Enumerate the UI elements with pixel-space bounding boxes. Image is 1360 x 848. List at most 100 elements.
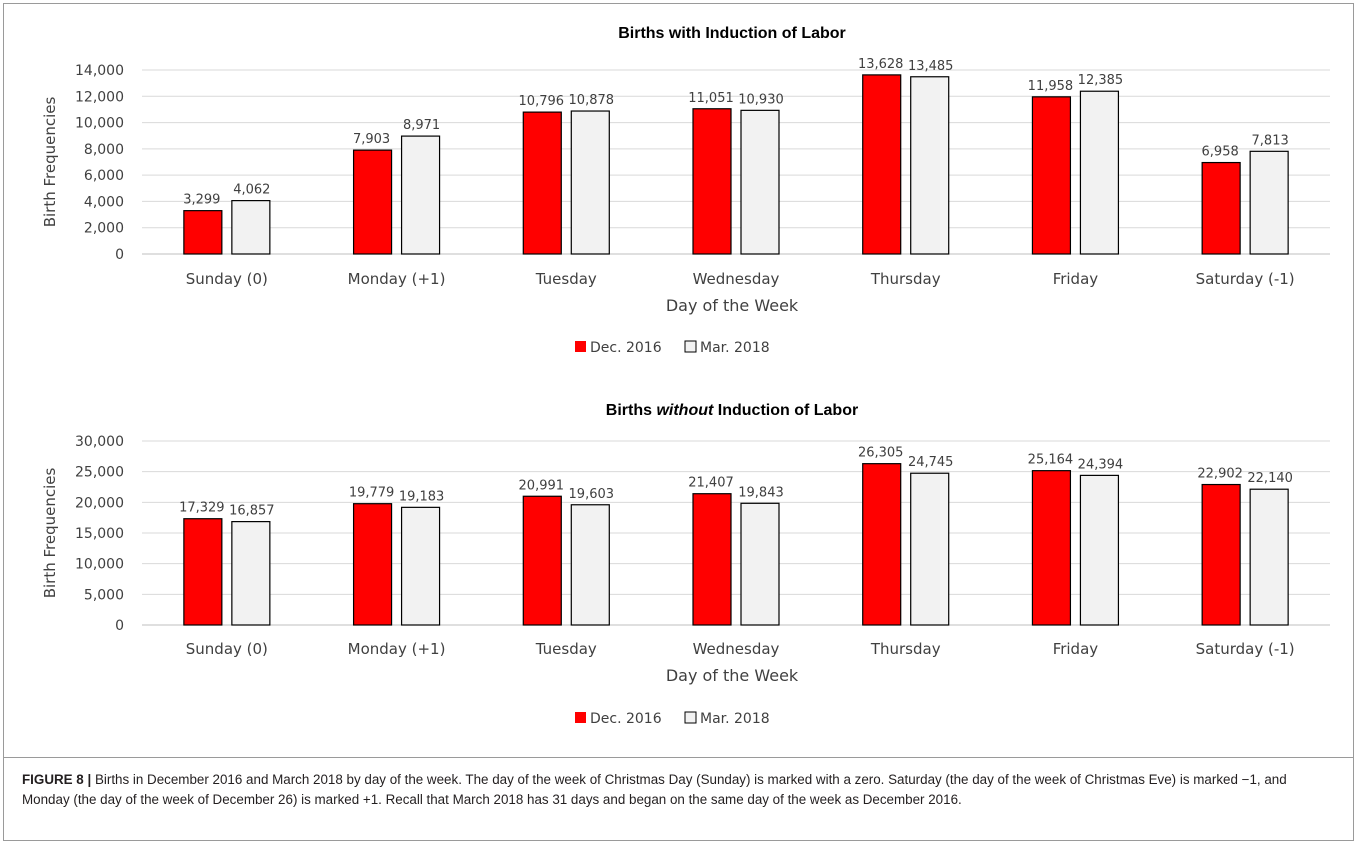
data-label: 22,902 xyxy=(1197,467,1243,482)
bar-dec-2016 xyxy=(692,493,732,626)
y-tick-label: 0 xyxy=(115,618,124,634)
x-tick-label: Wednesday xyxy=(693,640,780,658)
chart-1: Births with Induction of Labor 0 2,000 4,00… xyxy=(41,25,1330,356)
bar-dec-2016 xyxy=(862,74,902,255)
x-tick-label: Sunday (0) xyxy=(186,270,268,288)
bar-mar-2018 xyxy=(1079,474,1120,626)
bar-mar-2018 xyxy=(400,135,441,255)
y-tick-label: 10,000 xyxy=(75,557,124,573)
bar-mar-2018 xyxy=(1249,488,1289,626)
chart-title-part: without xyxy=(656,402,714,419)
data-label: 13,628 xyxy=(858,57,904,72)
data-label: 10,796 xyxy=(519,94,565,109)
data-label: 24,745 xyxy=(908,455,954,470)
x-tick-label: Tuesday xyxy=(535,640,597,658)
figure-frame xyxy=(3,3,1354,841)
x-axis-label: Day of the Week xyxy=(666,296,799,315)
chart-title: Births with Induction of Labor xyxy=(618,25,846,42)
data-label: 20,991 xyxy=(519,478,565,493)
data-label: 12,385 xyxy=(1078,73,1124,88)
y-tick-label: 5,000 xyxy=(84,587,124,603)
y-tick-label: 14,000 xyxy=(75,63,124,79)
bar-dec-2016 xyxy=(522,111,562,255)
data-label: 13,485 xyxy=(908,59,954,74)
chart-title: Births without Induction of Labor xyxy=(606,402,858,419)
bar-mar-2018 xyxy=(1079,90,1120,255)
data-label: 17,329 xyxy=(179,501,225,516)
bar-dec-2016 xyxy=(1031,470,1072,626)
bar-mar-2018 xyxy=(570,504,610,626)
x-tick-label: Saturday (-1) xyxy=(1196,640,1295,658)
y-tick-label: 8,000 xyxy=(84,142,124,158)
x-tick-label: Wednesday xyxy=(693,270,780,288)
data-label: 8,971 xyxy=(403,118,440,133)
figure-charts: Births with Induction of Labor 0 2,000 4,00… xyxy=(41,25,1330,727)
x-tick-label: Thursday xyxy=(870,640,941,658)
y-axis-label: Birth Frequencies xyxy=(41,97,59,228)
legend-swatch xyxy=(684,711,697,724)
bar-mar-2018 xyxy=(400,506,441,626)
data-label: 10,930 xyxy=(738,92,784,107)
figure-caption: FIGURE 8 | Births in December 2016 and M… xyxy=(22,770,1332,810)
legend-label: Dec. 2016 xyxy=(590,340,662,356)
data-label: 24,394 xyxy=(1078,457,1124,472)
x-tick-label: Tuesday xyxy=(535,270,597,288)
bar-mar-2018 xyxy=(910,472,950,626)
data-label: 19,183 xyxy=(399,489,445,504)
data-label: 21,407 xyxy=(688,476,734,491)
chart-2: Births without Induction of Labor 0 5,000 1… xyxy=(41,402,1330,727)
x-tick-label: Sunday (0) xyxy=(186,640,268,658)
x-tick-label: Thursday xyxy=(870,270,941,288)
data-label: 11,958 xyxy=(1028,79,1074,94)
bar-mar-2018 xyxy=(1249,150,1289,255)
legend-label: Mar. 2018 xyxy=(700,711,770,727)
chart-title-part: Births xyxy=(606,402,657,419)
y-tick-label: 4,000 xyxy=(84,194,124,210)
legend-label: Dec. 2016 xyxy=(590,711,662,727)
x-tick-label: Friday xyxy=(1053,270,1099,288)
y-tick-label: 30,000 xyxy=(75,434,124,450)
bar-dec-2016 xyxy=(1031,96,1072,255)
data-label: 26,305 xyxy=(858,446,904,461)
data-label: 6,958 xyxy=(1202,145,1239,160)
bar-mar-2018 xyxy=(740,502,780,626)
y-tick-label: 0 xyxy=(115,247,124,263)
bar-dec-2016 xyxy=(522,495,562,626)
legend-swatch xyxy=(575,341,586,352)
chart-title-part: Births xyxy=(618,25,669,42)
data-label: 3,299 xyxy=(183,193,220,208)
y-tick-label: 12,000 xyxy=(75,89,124,105)
x-axis-label: Day of the Week xyxy=(666,666,799,685)
data-label: 4,062 xyxy=(233,183,270,198)
x-tick-label: Friday xyxy=(1053,640,1099,658)
legend-swatch xyxy=(684,340,697,353)
data-label: 7,813 xyxy=(1252,133,1289,148)
data-label: 25,164 xyxy=(1028,453,1074,468)
chart-title-part: Induction of Labor xyxy=(713,402,858,419)
y-tick-label: 20,000 xyxy=(75,495,124,511)
data-label: 11,051 xyxy=(688,91,734,106)
y-tick-label: 6,000 xyxy=(84,168,124,184)
bar-dec-2016 xyxy=(352,503,393,626)
figure-label: FIGURE 8 | xyxy=(22,772,92,787)
bar-mar-2018 xyxy=(231,200,271,255)
x-tick-label: Monday (+1) xyxy=(348,640,446,658)
bar-dec-2016 xyxy=(692,108,732,255)
bar-dec-2016 xyxy=(1201,483,1241,626)
data-label: 19,603 xyxy=(569,487,615,502)
y-tick-label: 2,000 xyxy=(84,221,124,237)
data-label: 10,878 xyxy=(569,93,615,108)
chart-title-part: with xyxy=(668,25,701,42)
x-tick-label: Saturday (-1) xyxy=(1196,270,1295,288)
bar-mar-2018 xyxy=(740,109,780,255)
x-tick-label: Monday (+1) xyxy=(348,270,446,288)
chart-title-part: Induction of Labor xyxy=(701,25,846,42)
bar-dec-2016 xyxy=(183,210,223,255)
y-tick-label: 25,000 xyxy=(75,465,124,481)
bar-mar-2018 xyxy=(570,110,610,255)
bar-dec-2016 xyxy=(183,518,223,626)
caption-text: Births in December 2016 and March 2018 b… xyxy=(22,772,1287,807)
data-label: 7,903 xyxy=(353,132,390,147)
legend-swatch xyxy=(575,712,586,723)
bar-mar-2018 xyxy=(231,521,271,626)
